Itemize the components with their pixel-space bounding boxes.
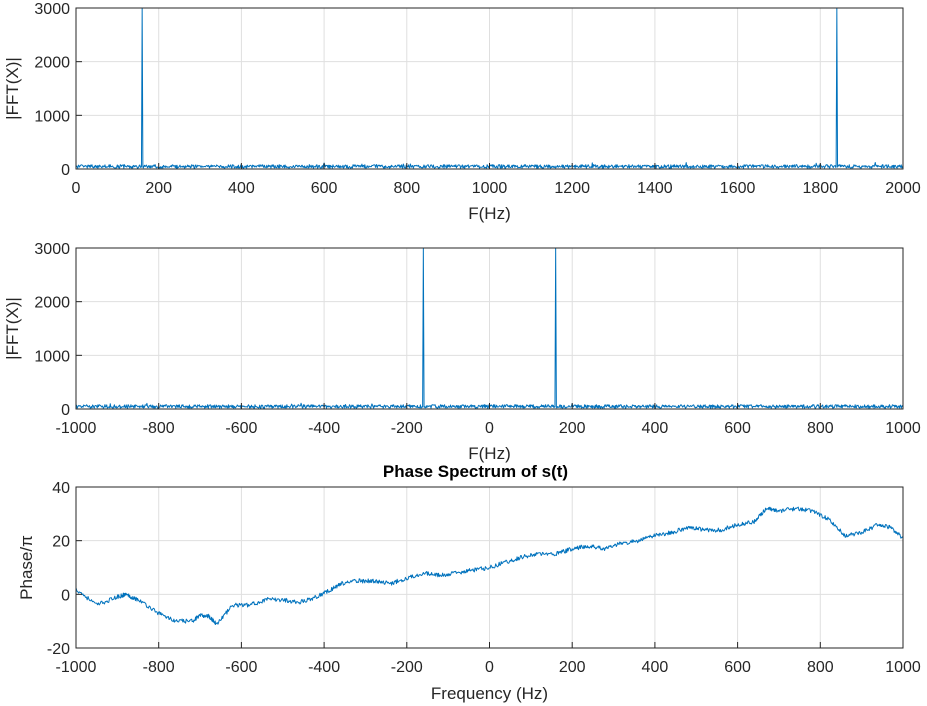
- x-tick-label: 200: [559, 659, 586, 676]
- y-tick-label: 0: [61, 162, 70, 179]
- series-line: [76, 506, 903, 626]
- y-axis-label: |FFT(X)|: [3, 57, 22, 120]
- x-tick-label: 1400: [637, 180, 673, 197]
- x-axis-label: F(Hz): [468, 444, 510, 463]
- x-axis-label: F(Hz): [468, 204, 510, 223]
- x-tick-label: -200: [391, 420, 423, 437]
- y-tick-label: 2000: [34, 295, 70, 312]
- x-tick-label: 400: [228, 180, 255, 197]
- x-tick-label: -600: [225, 420, 257, 437]
- x-tick-label: -600: [225, 659, 257, 676]
- x-tick-label: 1000: [885, 659, 921, 676]
- panel-centered-magnitude-spectrum: -1000 -800 -600 -400 -200 0 200 400 600 800 1000 0 1…: [3, 241, 921, 463]
- x-tick-label: 800: [393, 180, 420, 197]
- y-tick-label: 40: [52, 480, 70, 497]
- x-tick-label: 600: [724, 420, 751, 437]
- x-tick-label: 600: [311, 180, 338, 197]
- x-tick-label: 2000: [885, 180, 921, 197]
- x-tick-label: 1600: [720, 180, 756, 197]
- y-tick-label: 3000: [34, 241, 70, 258]
- chart-title: Phase Spectrum of s(t): [383, 462, 568, 481]
- panel-phase-spectrum: -1000 -800 -600 -400 -200 0 200 400 600 800 1000-2…: [17, 462, 921, 703]
- x-tick-label: 800: [807, 659, 834, 676]
- x-tick-label: 1000: [472, 180, 508, 197]
- x-tick-label: 200: [145, 180, 172, 197]
- x-tick-label: 0: [485, 420, 494, 437]
- x-tick-label: 400: [642, 659, 669, 676]
- x-tick-label: 400: [642, 420, 669, 437]
- x-tick-label: -800: [143, 420, 175, 437]
- x-tick-label: 1800: [803, 180, 839, 197]
- x-tick-label: -1000: [56, 659, 97, 676]
- x-tick-label: 200: [559, 420, 586, 437]
- y-tick-label: 0: [61, 402, 70, 419]
- x-axis-label: Frequency (Hz): [431, 684, 548, 703]
- y-axis-label: Phase/π: [17, 535, 36, 600]
- y-tick-label: 2000: [34, 55, 70, 72]
- y-tick-label: 1000: [34, 348, 70, 365]
- x-tick-label: 1000: [885, 420, 921, 437]
- x-tick-label: 0: [72, 180, 81, 197]
- x-tick-label: 1200: [554, 180, 590, 197]
- x-tick-label: -200: [391, 659, 423, 676]
- x-tick-label: -400: [308, 659, 340, 676]
- x-tick-label: -1000: [56, 420, 97, 437]
- x-tick-label: -400: [308, 420, 340, 437]
- x-tick-label: 800: [807, 420, 834, 437]
- y-tick-label: 20: [52, 534, 70, 551]
- y-tick-label: 1000: [34, 108, 70, 125]
- x-tick-label: -800: [143, 659, 175, 676]
- x-tick-label: 0: [485, 659, 494, 676]
- y-tick-label: 0: [61, 587, 70, 604]
- y-tick-label: -20: [47, 641, 70, 658]
- panel-magnitude-spectrum: 0 200 400 600 800 1000 1200 1400 1600 1800 2000 0 10…: [3, 1, 921, 223]
- y-axis-label: |FFT(X)|: [3, 297, 22, 360]
- y-tick-label: 3000: [34, 1, 70, 18]
- x-tick-label: 600: [724, 659, 751, 676]
